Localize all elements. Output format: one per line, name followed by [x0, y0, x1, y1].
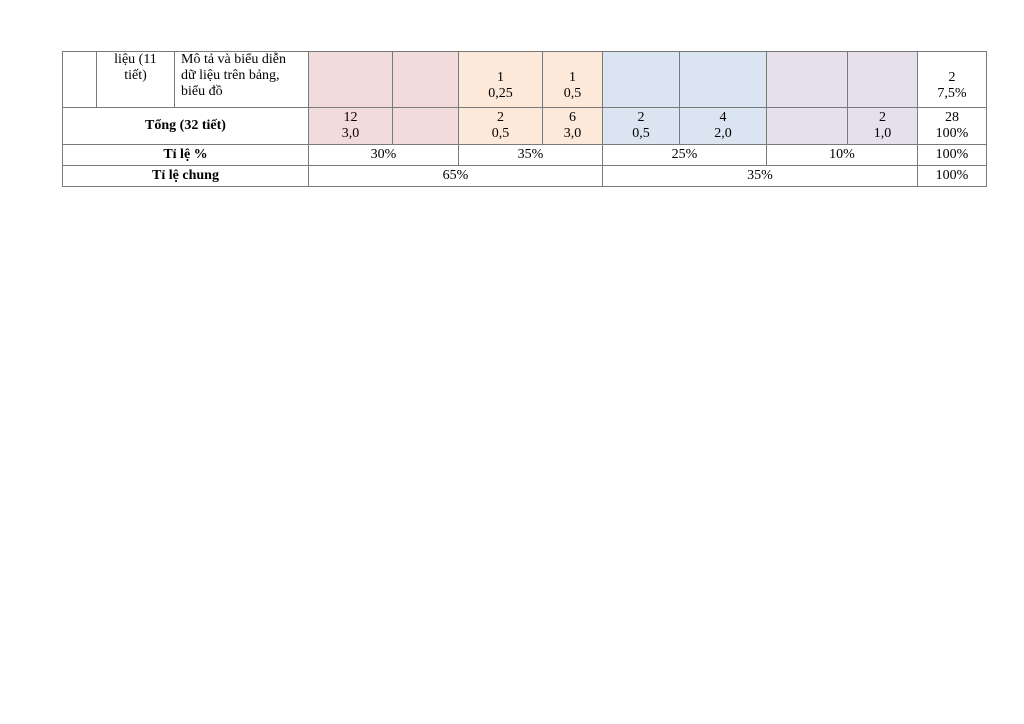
content-line: dữ liệu trên bảng, — [181, 68, 280, 83]
van-dung-tn-cell — [602, 51, 680, 108]
unit-line: tiết) — [124, 68, 147, 83]
general-ratio-right: 35% — [602, 165, 918, 187]
question-count: 2 — [948, 69, 956, 85]
total-ratio: 100% — [917, 144, 987, 166]
question-count: 1 — [497, 69, 504, 85]
table-row-ratio: Tỉ lệ % 30% 35% 25% 10% 100% — [62, 144, 987, 166]
van-dung-cao-tn-cell — [766, 51, 848, 108]
thong-hieu-tn-cell: 2 0,5 — [458, 107, 543, 145]
total-cell: 2 7,5% — [917, 51, 987, 108]
thong-hieu-tl-cell: 1 0,5 — [542, 51, 603, 108]
percent: 7,5% — [937, 85, 967, 101]
question-count: 1 — [569, 69, 576, 85]
unit-cell: liệu (11 tiết) — [96, 51, 175, 108]
van-dung-cao-tl-cell — [847, 51, 918, 108]
van-dung-cao-tn-cell — [766, 107, 848, 145]
score: 1,0 — [873, 126, 892, 141]
score: 0,5 — [632, 126, 650, 141]
question-count: 2 — [879, 110, 886, 125]
general-ratio-label: Tỉ lệ chung — [62, 165, 309, 187]
van-dung-tn-cell: 2 0,5 — [602, 107, 680, 145]
table-row-topic: liệu (11 tiết) Mô tả và biểu diễn dữ liệ… — [62, 51, 987, 108]
total-cell: 28 100% — [917, 107, 987, 145]
score: 0,25 — [488, 85, 513, 101]
score: 0,5 — [491, 126, 510, 141]
total-label: Tổng (32 tiết) — [62, 107, 309, 145]
content-cell: Mô tả và biểu diễn dữ liệu trên bảng, bi… — [174, 51, 309, 108]
van-dung-cao-tl-cell: 2 1,0 — [847, 107, 918, 145]
unit-line: liệu (11 — [114, 52, 157, 67]
question-count: 2 — [637, 110, 645, 125]
question-count: 28 — [945, 110, 959, 125]
nhan-biet-ratio: 30% — [308, 144, 459, 166]
general-ratio-total: 100% — [917, 165, 987, 187]
thong-hieu-ratio: 35% — [458, 144, 603, 166]
assessment-matrix-table: liệu (11 tiết) Mô tả và biểu diễn dữ liệ… — [62, 51, 987, 187]
question-count: 12 — [343, 110, 358, 125]
score: 3,0 — [341, 126, 360, 141]
van-dung-tl-cell — [679, 51, 767, 108]
van-dung-ratio: 25% — [602, 144, 767, 166]
question-count: 2 — [497, 110, 504, 125]
nhan-biet-tl-cell — [392, 51, 459, 108]
score: 3,0 — [563, 126, 582, 141]
index-cell — [62, 51, 97, 108]
general-ratio-left: 65% — [308, 165, 603, 187]
nhan-biet-tn-cell — [308, 51, 393, 108]
table-row-total: Tổng (32 tiết) 12 3,0 2 0,5 6 3,0 2 0,5 … — [62, 107, 987, 145]
question-count: 6 — [569, 110, 576, 125]
nhan-biet-tl-cell — [392, 107, 459, 145]
content-line: Mô tả và biểu diễn — [181, 52, 286, 67]
question-count: 4 — [719, 110, 727, 125]
thong-hieu-tl-cell: 6 3,0 — [542, 107, 603, 145]
van-dung-tl-cell: 4 2,0 — [679, 107, 767, 145]
score: 2,0 — [714, 126, 732, 141]
ratio-label: Tỉ lệ % — [62, 144, 309, 166]
table-row-general: Tỉ lệ chung 65% 35% 100% — [62, 165, 987, 187]
nhan-biet-tn-cell: 12 3,0 — [308, 107, 393, 145]
content-line: biểu đồ — [181, 84, 223, 99]
percent: 100% — [935, 126, 969, 141]
thong-hieu-tn-cell: 1 0,25 — [458, 51, 543, 108]
score: 0,5 — [563, 85, 582, 101]
van-dung-cao-ratio: 10% — [766, 144, 918, 166]
